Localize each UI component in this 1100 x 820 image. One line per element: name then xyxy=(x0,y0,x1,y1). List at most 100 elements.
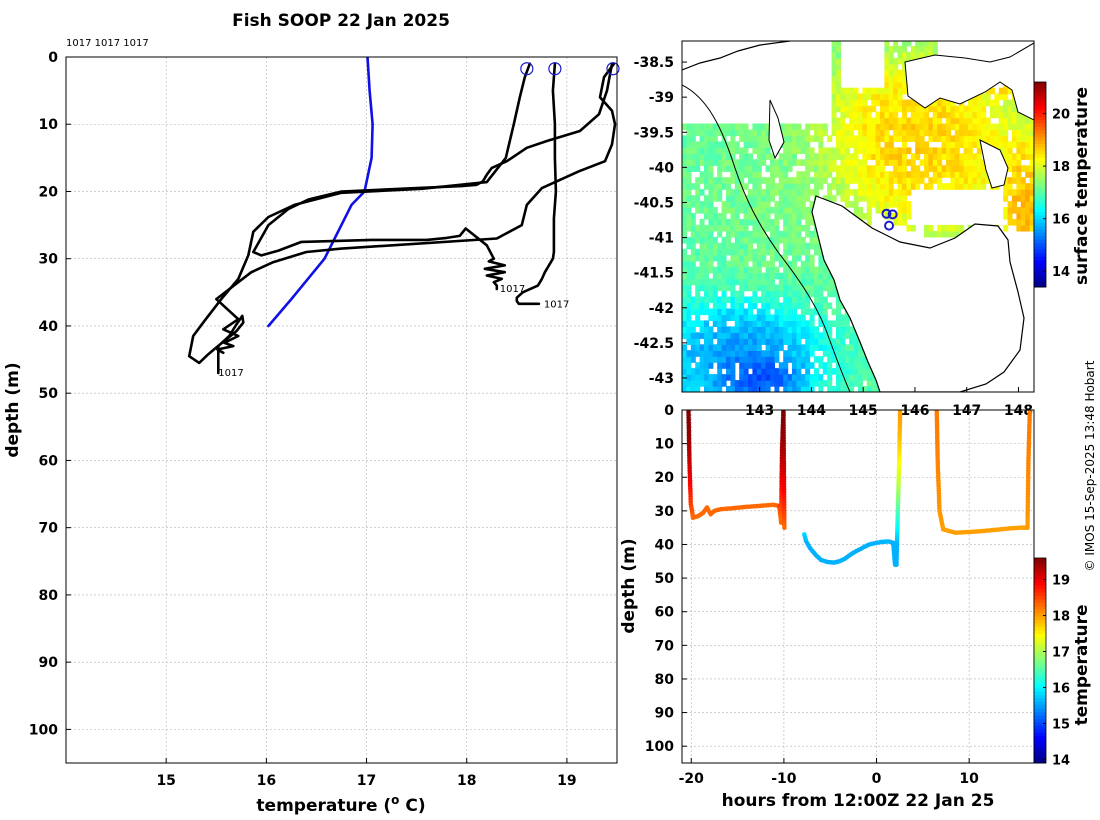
sst-cell xyxy=(897,195,903,202)
profile-end-label: 1017 xyxy=(500,284,525,295)
sst-cell xyxy=(739,314,745,321)
sst-cell xyxy=(796,362,802,369)
sst-cell xyxy=(756,338,762,345)
sst-cell xyxy=(690,386,696,392)
sst-cell xyxy=(686,272,692,280)
sst-cell xyxy=(1007,117,1013,125)
sst-cell xyxy=(743,350,749,357)
sst-cell xyxy=(902,195,907,202)
sst-cell xyxy=(774,284,780,292)
sst-cell xyxy=(893,123,899,131)
sst-cell xyxy=(985,99,991,107)
sst-cell xyxy=(963,129,969,137)
sst-cell xyxy=(783,350,789,357)
sst-cell xyxy=(787,201,793,208)
sst-cell xyxy=(809,123,815,131)
sst-cell xyxy=(752,320,758,327)
sst-cell xyxy=(805,374,811,381)
sst-cell xyxy=(998,105,1004,113)
sst-cell xyxy=(1016,117,1022,125)
sst-cell xyxy=(946,165,951,172)
sst-cell xyxy=(1003,123,1009,131)
sst-cell xyxy=(783,153,789,160)
sst-cell xyxy=(695,201,701,208)
sst-cell xyxy=(827,183,833,190)
sst-cell xyxy=(866,87,872,95)
sst-cell xyxy=(734,338,740,345)
sst-cell xyxy=(893,63,899,71)
sst-cell xyxy=(783,314,789,321)
sst-cell xyxy=(814,368,819,375)
sst-cell xyxy=(717,254,723,262)
sst-cell xyxy=(739,219,745,226)
sst-cell xyxy=(726,272,731,280)
sst-cell xyxy=(730,302,736,310)
sst-cell xyxy=(743,230,749,238)
sst-cell xyxy=(717,320,723,327)
sst-cell xyxy=(704,332,709,339)
sst-cell xyxy=(686,386,692,392)
sst-cell xyxy=(783,177,789,184)
sst-cell xyxy=(699,266,705,274)
sst-cell xyxy=(858,356,863,363)
sst-cell xyxy=(761,272,767,280)
sst-cell xyxy=(765,320,771,327)
sst-cell xyxy=(893,69,899,77)
sst-cell xyxy=(800,344,806,351)
sst-cell xyxy=(910,171,916,178)
sst-cell xyxy=(787,386,793,392)
sst-cell xyxy=(1012,165,1017,172)
sst-cell xyxy=(743,338,749,345)
sst-cell xyxy=(924,41,929,47)
sst-cell xyxy=(950,141,956,148)
sst-cell xyxy=(831,93,837,101)
sst-cell xyxy=(866,177,872,184)
sst-cell xyxy=(972,153,978,160)
sst-cell xyxy=(805,147,811,154)
sst-cell xyxy=(783,147,789,154)
sst-cell xyxy=(695,189,701,196)
sst-cell xyxy=(831,344,837,351)
sst-cell xyxy=(950,224,956,232)
sst-cell xyxy=(734,189,740,196)
profile-end-label: 1017 xyxy=(544,299,569,310)
sst-cell xyxy=(849,380,855,387)
sst-cell xyxy=(690,201,696,208)
sst-cell xyxy=(704,153,709,160)
temperature-colorbar-band xyxy=(1034,653,1046,658)
sst-cell xyxy=(748,230,753,238)
sst-cell xyxy=(814,177,819,184)
sst-cell xyxy=(717,338,723,345)
sst-cell xyxy=(862,141,868,148)
sst-cell xyxy=(1003,93,1009,101)
section-point xyxy=(1027,410,1033,413)
sst-cell xyxy=(734,242,740,250)
sst-cell xyxy=(818,284,824,292)
sst-cell xyxy=(1020,129,1026,137)
sst-cell xyxy=(959,171,965,178)
sst-cell xyxy=(818,266,824,274)
sst-cell xyxy=(831,177,837,184)
sst-cell xyxy=(778,272,784,280)
sst-cell xyxy=(840,183,846,190)
sst-cell xyxy=(919,159,925,166)
sst-cell xyxy=(805,195,811,202)
sst-cell xyxy=(721,207,727,214)
sst-cell xyxy=(708,338,714,345)
sst-cell xyxy=(686,302,692,310)
sst-cell xyxy=(682,159,687,166)
sst-cell xyxy=(954,224,960,232)
sst-cell xyxy=(765,219,771,226)
sst-cell xyxy=(726,278,731,286)
sst-cell xyxy=(756,183,762,190)
sst-cell xyxy=(853,362,859,369)
sst-cell xyxy=(765,302,771,310)
sst-cell xyxy=(774,242,780,250)
temperature-colorbar-band xyxy=(1034,691,1046,696)
sst-cell xyxy=(734,123,740,131)
sst-cell xyxy=(884,87,890,95)
sst-cell xyxy=(783,213,789,220)
sst-cell xyxy=(730,224,736,232)
sst-cell xyxy=(721,177,727,184)
